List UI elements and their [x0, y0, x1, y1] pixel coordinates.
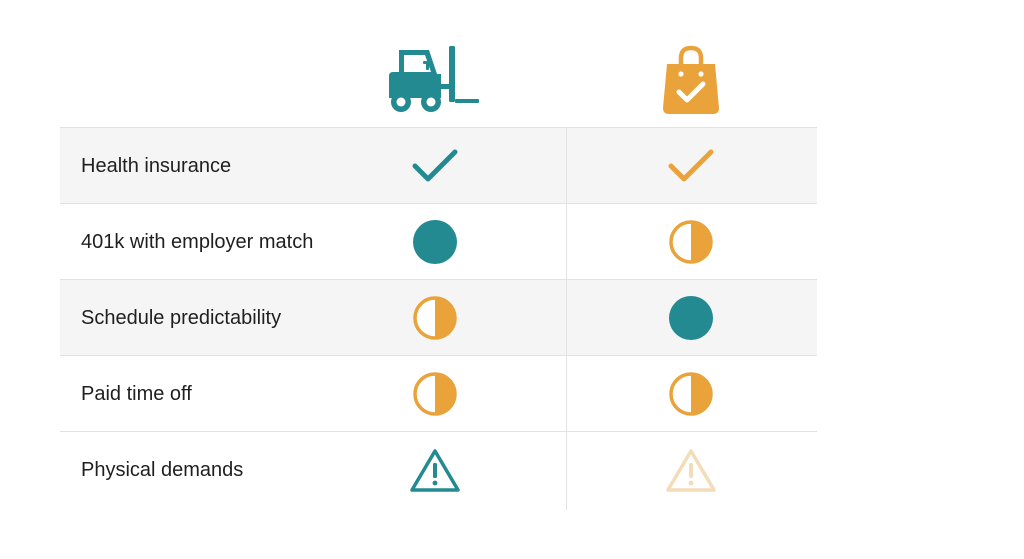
warehouse-cell [390, 204, 480, 280]
warehouse-cell [390, 356, 480, 432]
half-circle-icon [413, 296, 457, 340]
full-circle-icon [669, 296, 713, 340]
retail-cell [646, 356, 736, 432]
column-divider [566, 127, 567, 510]
warning-icon [666, 449, 716, 492]
rows-container: Health insurance 401k with employer matc… [60, 127, 817, 507]
half-circle-icon [669, 220, 713, 264]
check-icon [412, 149, 458, 182]
row-label: Schedule predictability [81, 307, 282, 329]
row-label: Paid time off [81, 383, 192, 405]
row-physical-demands: Physical demands [60, 431, 817, 507]
row-paid-time-off: Paid time off [60, 355, 817, 431]
warehouse-cell [390, 128, 480, 204]
forklift-icon [389, 46, 479, 112]
half-circle-icon [669, 372, 713, 416]
retail-column-header [636, 40, 746, 120]
warning-icon [410, 449, 460, 492]
warehouse-cell [390, 432, 480, 508]
half-circle-icon [413, 372, 457, 416]
retail-cell [646, 280, 736, 356]
retail-cell [646, 204, 736, 280]
header-row [60, 0, 817, 127]
full-circle-icon [413, 220, 457, 264]
warehouse-column-header [380, 40, 490, 120]
retail-cell [646, 432, 736, 508]
shopping-bag-check-icon [663, 45, 719, 114]
row-schedule-predictability: Schedule predictability [60, 279, 817, 355]
row-label: 401k with employer match [81, 231, 314, 253]
row-label: Health insurance [81, 155, 232, 177]
retail-cell [646, 128, 736, 204]
row-401k-employer-match: 401k with employer match [60, 203, 817, 279]
benefits-comparison-matrix: Health insurance 401k with employer matc… [60, 0, 817, 559]
warehouse-cell [390, 280, 480, 356]
row-health-insurance: Health insurance [60, 127, 817, 203]
check-icon [668, 149, 714, 182]
row-label: Physical demands [81, 459, 244, 481]
